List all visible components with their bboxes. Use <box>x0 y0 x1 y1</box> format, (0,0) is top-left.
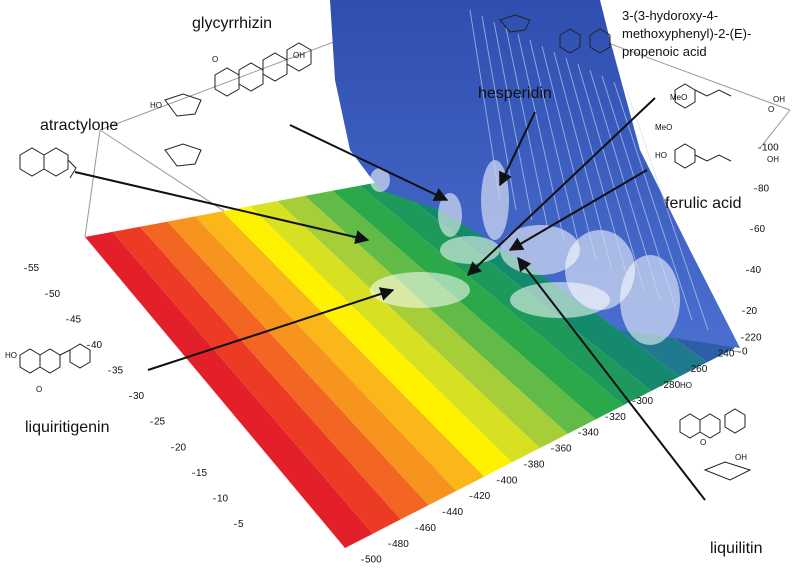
compound-label: liquiritigenin <box>25 419 110 436</box>
chart: 5 10 15 20 25 30 35 40 45 50 55 220 240 260 280 300 320 3… <box>0 0 798 571</box>
time-tick-label: 10 <box>217 493 229 504</box>
atom-label: HO <box>5 351 17 360</box>
peak <box>438 193 462 237</box>
wavelength-tick-label: 300 <box>636 396 653 407</box>
compound-label: liquilitin <box>710 540 762 557</box>
time-tick-label: 20 <box>175 442 187 453</box>
absorbance-tick-label: 60 <box>754 224 766 235</box>
surface <box>85 0 740 548</box>
compound-label: atractylone <box>40 117 118 134</box>
absorbance-tick-label: 40 <box>750 265 762 276</box>
wavelength-tick-label: 440 <box>446 507 463 518</box>
compound-label: propenoic acid <box>622 44 707 59</box>
absorbance-tick-label: 100 <box>762 143 779 154</box>
time-tick-label: 50 <box>49 289 61 300</box>
atom-label: HO <box>680 381 692 390</box>
time-tick-label: 35 <box>112 366 124 377</box>
compound-label: methoxyphenyl)-2-(E)- <box>622 26 751 41</box>
absorbance-tick-label: 80 <box>758 183 770 194</box>
atom-label: HO <box>655 151 667 160</box>
peak <box>370 272 470 308</box>
compound-label: glycyrrhizin <box>192 15 272 32</box>
atom-label: MeO <box>655 123 672 132</box>
time-tick-label: 15 <box>196 468 208 479</box>
wavelength-tick-label: 240 <box>718 348 735 359</box>
wavelength-tick-label: 360 <box>555 444 572 455</box>
wavelength-tick-label: 280 <box>663 380 680 391</box>
compound-label: hesperidin <box>478 85 552 102</box>
atom-label: OH <box>293 51 305 60</box>
absorbance-tick-label: 20 <box>746 306 758 317</box>
wavelength-tick-label: 320 <box>609 412 626 423</box>
atom-label: OH <box>735 453 747 462</box>
time-tick-label: 45 <box>70 314 82 325</box>
atom-label: MeO <box>670 93 687 102</box>
wavelength-tick-label: 220 <box>745 333 762 344</box>
wavelength-tick-label: 480 <box>392 539 409 550</box>
compound-label: ferulic acid <box>665 195 741 212</box>
atom-label: OH <box>773 95 785 104</box>
wavelength-tick-label: 380 <box>528 459 545 470</box>
wavelength-tick-label: 260 <box>691 364 708 375</box>
time-tick-label: 25 <box>154 417 166 428</box>
time-tick-label: 55 <box>28 263 40 274</box>
atom-label: O <box>768 105 774 114</box>
wavelength-tick-label: 400 <box>501 475 518 486</box>
peak <box>481 160 509 240</box>
atom-label: OH <box>767 155 779 164</box>
atom-label: O <box>36 385 42 394</box>
time-tick-label: 5 <box>238 519 244 530</box>
atom-label: O <box>700 438 706 447</box>
atom-label: HO <box>150 101 162 110</box>
compound-label: 3-(3-hydoroxy-4- <box>622 8 718 23</box>
wavelength-tick-label: 500 <box>365 555 382 566</box>
wavelength-tick-label: 460 <box>419 523 436 534</box>
atom-label: O <box>212 55 218 64</box>
peak <box>440 236 500 264</box>
time-tick-label: 40 <box>91 340 103 351</box>
wavelength-tick-label: 420 <box>474 491 491 502</box>
wavelength-tick-label: 340 <box>582 428 599 439</box>
time-tick-label: 30 <box>133 391 145 402</box>
absorbance-tick-label: 0 <box>742 347 748 358</box>
